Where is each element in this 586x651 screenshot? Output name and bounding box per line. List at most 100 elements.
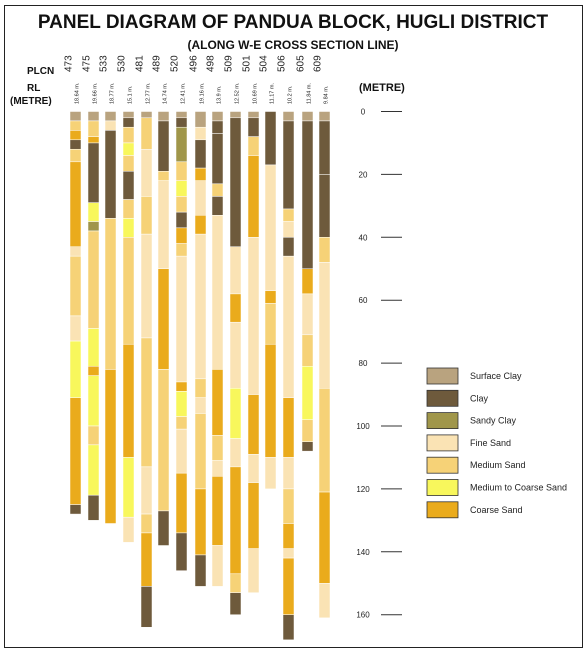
rl-value: 19.16 m. (200, 82, 206, 104)
layer-surface-clay (157, 111, 170, 122)
well-498: 498 13.9 m. (206, 55, 224, 587)
layer-coarse-sand (69, 161, 82, 247)
well-501: 501 10.69 m. (242, 55, 260, 593)
plcn-value: 475 (82, 55, 93, 72)
layer-fine-sand (194, 126, 207, 141)
layer-coarse-sand (247, 155, 260, 238)
layer-fine-sand (318, 583, 331, 619)
layer-fine-sand (140, 233, 153, 339)
layer-medium-sand (140, 337, 153, 468)
layer-medium-coarse-sand (69, 340, 82, 398)
layer-medium-sand (194, 378, 207, 398)
legend-label: Medium to Coarse Sand (470, 483, 567, 493)
diagram-frame (4, 5, 583, 648)
layer-surface-clay (69, 111, 82, 122)
diagram-subtitle: (ALONG W-E CROSS SECTION LINE) (187, 38, 399, 52)
legend-label: Clay (470, 393, 489, 403)
layer-surface-clay (122, 111, 135, 119)
rl-label: RL (27, 83, 40, 94)
layer-surface-clay (175, 111, 188, 119)
layer-medium-coarse-sand (87, 328, 100, 367)
layer-clay (87, 142, 100, 203)
layer-medium-sand (69, 148, 82, 163)
layer-medium-coarse-sand (122, 142, 135, 156)
layer-coarse-sand (301, 268, 314, 295)
well-509: 509 12.52 m. (224, 55, 242, 615)
depth-tick-label: 140 (356, 548, 370, 557)
well-533: 533 18.77 m. (99, 55, 117, 524)
layer-surface-clay (194, 111, 207, 128)
layer-coarse-sand (282, 397, 295, 458)
layer-coarse-sand (194, 215, 207, 235)
layer-clay (211, 120, 224, 134)
layer-medium-sand (194, 413, 207, 490)
legend-swatch-medium-sand (426, 456, 459, 474)
layer-coarse-sand (264, 290, 277, 304)
layer-clay (194, 139, 207, 169)
layer-fine-sand (282, 221, 295, 238)
plcn-value: 501 (242, 55, 253, 72)
rl-value: 19.66 m. (93, 82, 99, 104)
depth-tick-label: 80 (359, 359, 368, 368)
layer-medium-sand (87, 230, 100, 329)
well-489: 489 14.74 m. (152, 55, 170, 546)
depth-tick-label: 20 (359, 170, 368, 179)
layer-clay (229, 592, 242, 615)
layer-surface-clay (140, 111, 153, 119)
layer-fine-sand (282, 457, 295, 490)
layer-fine-sand (301, 293, 314, 336)
layer-coarse-sand (318, 491, 331, 584)
rl-value: 14.74 m. (163, 82, 169, 104)
layer-fine-sand (104, 120, 117, 131)
layer-fine-sand (175, 428, 188, 474)
layer-medium-sand (140, 196, 153, 235)
legend-label: Coarse Sand (470, 505, 523, 515)
legend-label: Medium Sand (470, 460, 526, 470)
layer-fine-sand (140, 148, 153, 197)
layer-fine-sand (247, 237, 260, 395)
layer-surface-clay (229, 111, 242, 119)
layer-coarse-sand (87, 136, 100, 144)
legend-swatch-clay (426, 389, 459, 407)
depth-tick-label: 120 (356, 485, 370, 494)
layer-coarse-sand (211, 369, 224, 436)
rl-value: 10.2 m. (288, 85, 294, 104)
legend-swatch-surface-clay (426, 367, 459, 385)
well-605: 605 11.84 m. (296, 55, 314, 452)
rl-value: 9.84 m. (324, 85, 330, 104)
layer-medium-sand (140, 513, 153, 534)
layer-medium-coarse-sand (87, 375, 100, 427)
layer-medium-sand (69, 120, 82, 131)
legend-swatch-medium-coarse-sand (426, 479, 459, 496)
layer-fine-sand (229, 321, 242, 389)
layer-coarse-sand (87, 365, 100, 376)
depth-unit-label: (METRE) (359, 82, 405, 94)
layer-medium-sand (301, 419, 314, 442)
layer-medium-sand (122, 199, 135, 219)
legend-label: Fine Sand (470, 438, 511, 448)
layer-coarse-sand (69, 130, 82, 141)
layer-clay (175, 532, 188, 571)
rl-value: 15.1 m. (128, 85, 134, 104)
rl-unit-label: (METRE) (10, 96, 52, 107)
layer-medium-sand (318, 388, 331, 493)
layer-medium-sand (122, 126, 135, 144)
layer-medium-sand (282, 208, 295, 222)
layer-coarse-sand (157, 268, 170, 370)
layer-clay (194, 554, 207, 587)
layer-fine-sand (211, 215, 224, 370)
layer-clay (87, 494, 100, 521)
plcn-value: 489 (152, 55, 163, 72)
diagram-title: PANEL DIAGRAM OF PANDUA BLOCK, HUGLI DIS… (37, 12, 549, 33)
well-473: 473 18.64 m. (64, 55, 82, 515)
layer-clay (175, 117, 188, 128)
layer-fine-sand (264, 164, 277, 292)
layer-clay (301, 120, 314, 269)
plcn-value: 473 (64, 55, 75, 72)
layer-clay (282, 120, 295, 210)
layer-clay (157, 510, 170, 546)
plcn-value: 498 (206, 55, 217, 72)
layer-clay (318, 120, 331, 175)
legend-swatch-sandy-clay (426, 412, 459, 430)
